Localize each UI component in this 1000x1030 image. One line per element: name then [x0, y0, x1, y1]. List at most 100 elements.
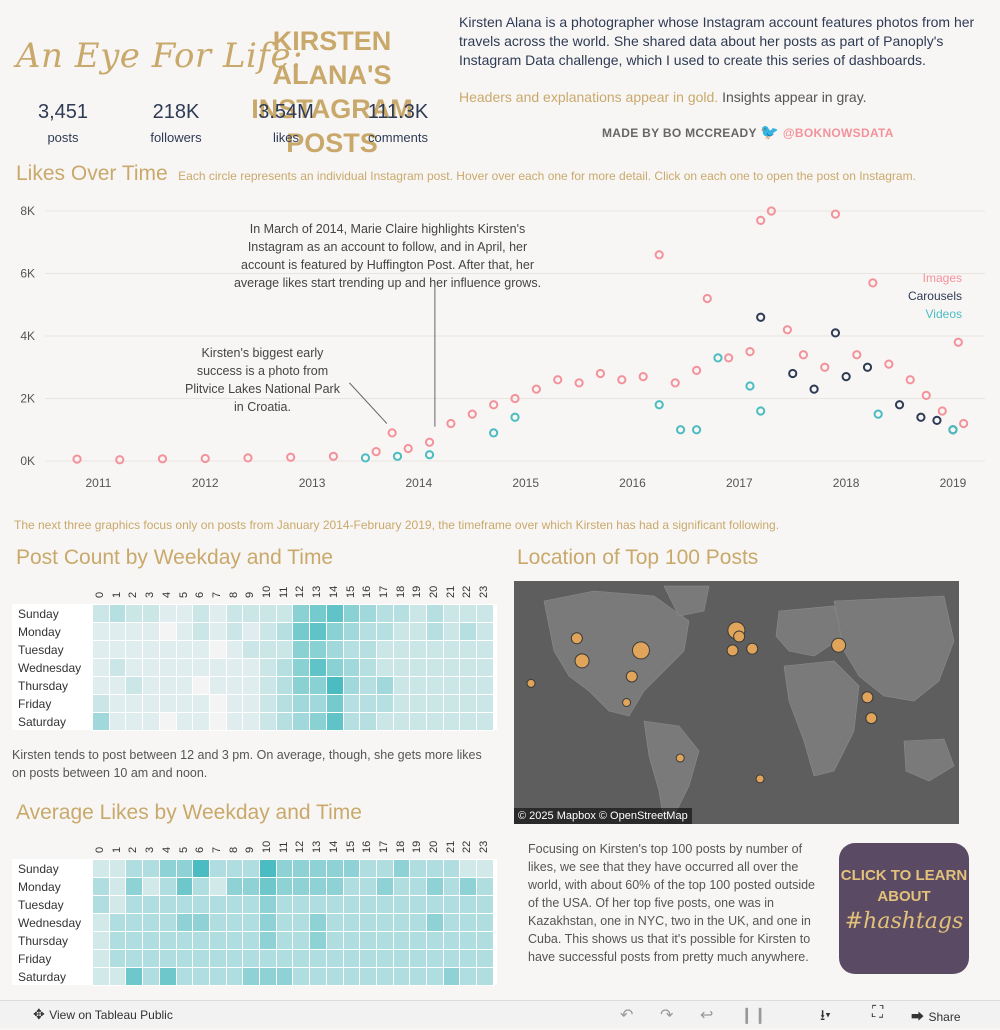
heatmap-cell[interactable] [275, 895, 294, 914]
map-attribution[interactable]: © 2025 Mapbox © OpenStreetMap [514, 808, 692, 824]
heatmap-cell[interactable] [409, 949, 428, 968]
heatmap-cell[interactable] [142, 877, 161, 896]
heatmap-cell[interactable] [476, 931, 495, 950]
heatmap-cell[interactable] [476, 913, 495, 932]
heatmap-cell[interactable] [392, 913, 411, 932]
heatmap-cell[interactable] [259, 694, 277, 713]
heatmap-cell[interactable] [375, 640, 394, 659]
heatmap-cell[interactable] [92, 895, 110, 914]
heatmap-cell[interactable] [292, 877, 311, 896]
heatmap-cell[interactable] [275, 622, 294, 641]
heatmap-cell[interactable] [142, 622, 161, 641]
heatmap-cell[interactable] [409, 694, 428, 713]
heatmap-cell[interactable] [476, 658, 495, 677]
heatmap-cell[interactable] [142, 676, 161, 695]
heatmap-cell[interactable] [125, 694, 144, 713]
heatmap-cell[interactable] [409, 712, 428, 731]
heatmap-cell[interactable] [108, 895, 127, 914]
heatmap-cell[interactable] [409, 913, 428, 932]
heatmap-cell[interactable] [275, 913, 294, 932]
heatmap-cell[interactable] [275, 658, 294, 677]
heatmap-cell[interactable] [125, 676, 144, 695]
heatmap-cell[interactable] [208, 859, 227, 878]
heatmap-cell[interactable] [208, 640, 227, 659]
heatmap-cell[interactable] [442, 712, 461, 731]
heatmap-cell[interactable] [275, 712, 294, 731]
heatmap-cell[interactable] [158, 931, 177, 950]
heatmap-cell[interactable] [208, 658, 227, 677]
heatmap-cell[interactable] [375, 931, 394, 950]
heatmap-cell[interactable] [325, 622, 344, 641]
heatmap-cell[interactable] [192, 622, 211, 641]
heatmap-cell[interactable] [375, 895, 394, 914]
heatmap-cell[interactable] [359, 604, 378, 623]
heatmap-cell[interactable] [192, 676, 211, 695]
heatmap-cell[interactable] [476, 949, 495, 968]
heatmap-cell[interactable] [142, 712, 161, 731]
heatmap-cell[interactable] [375, 604, 394, 623]
heatmap-cell[interactable] [292, 694, 311, 713]
heatmap-cell[interactable] [259, 622, 277, 641]
heatmap-cell[interactable] [108, 640, 127, 659]
heatmap-cell[interactable] [275, 676, 294, 695]
heatmap-cell[interactable] [342, 622, 361, 641]
heatmap-cell[interactable] [158, 877, 177, 896]
heatmap-cell[interactable] [92, 694, 110, 713]
heatmap-cell[interactable] [325, 604, 344, 623]
heatmap-cell[interactable] [225, 658, 244, 677]
heatmap-cell[interactable] [242, 712, 261, 731]
heatmap-cell[interactable] [92, 676, 110, 695]
heatmap-cell[interactable] [142, 949, 161, 968]
heatmap-cell[interactable] [108, 859, 127, 878]
heatmap-cell[interactable] [175, 859, 194, 878]
heatmap-cell[interactable] [325, 913, 344, 932]
heatmap-cell[interactable] [208, 913, 227, 932]
heatmap-cell[interactable] [125, 859, 144, 878]
heatmap-cell[interactable] [426, 676, 444, 695]
heatmap-cell[interactable] [292, 949, 311, 968]
heatmap-cell[interactable] [175, 640, 194, 659]
heatmap-cell[interactable] [359, 931, 378, 950]
heatmap-cell[interactable] [175, 658, 194, 677]
heatmap-cell[interactable] [292, 712, 311, 731]
heatmap-cell[interactable] [242, 676, 261, 695]
heatmap-cell[interactable] [142, 931, 161, 950]
heatmap-cell[interactable] [108, 913, 127, 932]
heatmap-cell[interactable] [225, 694, 244, 713]
heatmap-cell[interactable] [108, 967, 127, 986]
heatmap-cell[interactable] [108, 604, 127, 623]
heatmap-cell[interactable] [342, 931, 361, 950]
heatmap-cell[interactable] [108, 712, 127, 731]
heatmap-cell[interactable] [259, 640, 277, 659]
heatmap-cell[interactable] [476, 895, 495, 914]
heatmap-cell[interactable] [442, 622, 461, 641]
heatmap-cell[interactable] [459, 604, 478, 623]
heatmap-cell[interactable] [192, 694, 211, 713]
heatmap-cell[interactable] [426, 931, 444, 950]
top-posts-map[interactable]: © 2025 Mapbox © OpenStreetMap [514, 581, 959, 824]
heatmap-cell[interactable] [409, 931, 428, 950]
heatmap-cell[interactable] [242, 949, 261, 968]
heatmap-cell[interactable] [192, 895, 211, 914]
heatmap-cell[interactable] [309, 967, 328, 986]
heatmap-cell[interactable] [92, 967, 110, 986]
heatmap-cell[interactable] [442, 895, 461, 914]
heatmap-cell[interactable] [158, 694, 177, 713]
heatmap-cell[interactable] [392, 931, 411, 950]
heatmap-cell[interactable] [242, 622, 261, 641]
heatmap-cell[interactable] [158, 712, 177, 731]
heatmap-cell[interactable] [259, 877, 277, 896]
heatmap-cell[interactable] [192, 712, 211, 731]
heatmap-cell[interactable] [309, 877, 328, 896]
heatmap-cell[interactable] [192, 658, 211, 677]
heatmap-cell[interactable] [259, 895, 277, 914]
heatmap-cell[interactable] [92, 622, 110, 641]
heatmap-cell[interactable] [208, 604, 227, 623]
heatmap-cell[interactable] [158, 640, 177, 659]
heatmap-cell[interactable] [309, 604, 328, 623]
heatmap-cell[interactable] [225, 676, 244, 695]
heatmap-cell[interactable] [158, 895, 177, 914]
heatmap-cell[interactable] [175, 877, 194, 896]
heatmap-cell[interactable] [309, 913, 328, 932]
hashtags-button[interactable]: CLICK TO LEARN ABOUT #hashtags [839, 843, 969, 974]
